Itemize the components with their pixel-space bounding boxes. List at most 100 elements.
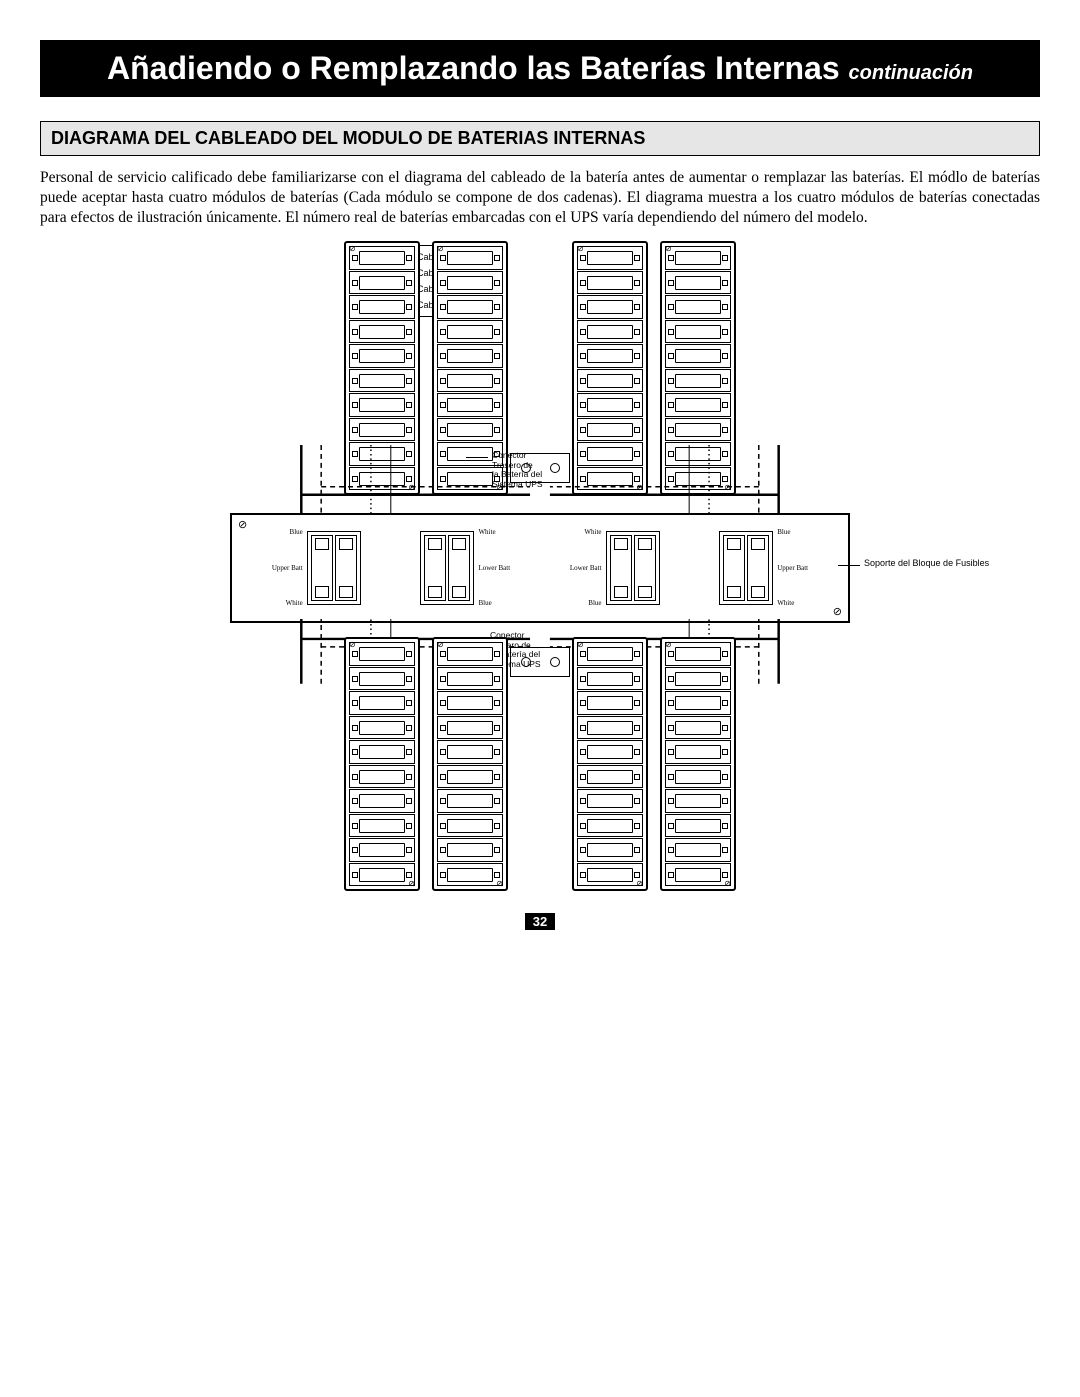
battery-cell <box>577 295 643 319</box>
battery-string <box>660 241 736 495</box>
page-title-main: Añadiendo o Remplazando las Baterías Int… <box>107 50 840 86</box>
battery-cell <box>349 642 415 666</box>
battery-string <box>572 637 648 891</box>
battery-cell <box>437 667 503 691</box>
battery-cell <box>665 393 731 417</box>
battery-cell <box>437 320 503 344</box>
battery-cell <box>577 642 643 666</box>
battery-cell <box>349 344 415 368</box>
battery-cell <box>349 393 415 417</box>
battery-cell <box>349 789 415 813</box>
battery-module <box>572 241 736 495</box>
battery-cell <box>665 838 731 862</box>
battery-cell <box>437 369 503 393</box>
battery-cell <box>665 418 731 442</box>
battery-cell <box>665 667 731 691</box>
battery-cell <box>437 863 503 887</box>
battery-cell <box>349 863 415 887</box>
battery-cell <box>349 467 415 491</box>
battery-module <box>344 637 508 891</box>
battery-cell <box>349 691 415 715</box>
battery-cell <box>665 789 731 813</box>
battery-cell <box>349 418 415 442</box>
battery-cell <box>349 740 415 764</box>
battery-cell <box>349 295 415 319</box>
battery-cell <box>437 393 503 417</box>
battery-cell <box>349 765 415 789</box>
battery-string <box>432 637 508 891</box>
battery-cell <box>665 691 731 715</box>
fuse-group-left-inner: WhiteLower BattBlue <box>420 529 510 607</box>
page-number: 32 <box>525 913 555 930</box>
battery-cell <box>665 295 731 319</box>
wiring-diagram: Cable Blanco Cable Azul Cable Rojo (+) C… <box>40 241 1040 891</box>
battery-string <box>344 241 420 495</box>
battery-cell <box>577 467 643 491</box>
battery-string <box>572 241 648 495</box>
battery-cell <box>349 814 415 838</box>
page-title-continuation: continuación <box>849 62 973 84</box>
fuse-block <box>719 531 773 605</box>
battery-cell <box>577 838 643 862</box>
battery-cell <box>577 789 643 813</box>
battery-cell <box>577 344 643 368</box>
battery-cell <box>437 838 503 862</box>
battery-cell <box>665 442 731 466</box>
battery-cell <box>577 320 643 344</box>
battery-cell <box>665 863 731 887</box>
fuse-group-left-outer: BlueUpper BattWhite <box>272 529 361 607</box>
battery-string <box>344 637 420 891</box>
fuse-block <box>606 531 660 605</box>
battery-cell <box>665 271 731 295</box>
battery-cell <box>437 789 503 813</box>
battery-cell <box>577 691 643 715</box>
battery-cell <box>349 246 415 270</box>
connector-label-upper: Conector Trasero de la Batería del Siste… <box>492 451 582 488</box>
body-paragraph: Personal de servicio calificado debe fam… <box>40 168 1040 227</box>
battery-cell <box>577 716 643 740</box>
section-title: DIAGRAMA DEL CABLEADO DEL MODULO DE BATE… <box>40 121 1040 156</box>
battery-cell <box>349 442 415 466</box>
battery-cell <box>437 344 503 368</box>
battery-cell <box>437 740 503 764</box>
battery-cell <box>665 740 731 764</box>
battery-string <box>660 637 736 891</box>
page-title-bar: Añadiendo o Remplazando las Baterías Int… <box>40 40 1040 97</box>
battery-cell <box>437 691 503 715</box>
battery-cell <box>437 765 503 789</box>
battery-cell <box>665 320 731 344</box>
battery-cell <box>349 369 415 393</box>
battery-cell <box>577 442 643 466</box>
battery-module <box>572 637 736 891</box>
battery-cell <box>577 740 643 764</box>
battery-cell <box>665 814 731 838</box>
battery-cell <box>665 716 731 740</box>
battery-cell <box>577 393 643 417</box>
battery-cell <box>665 369 731 393</box>
battery-cell <box>437 716 503 740</box>
battery-cell <box>577 765 643 789</box>
battery-cell <box>577 271 643 295</box>
battery-cell <box>437 418 503 442</box>
battery-cell <box>349 320 415 344</box>
battery-cell <box>349 667 415 691</box>
battery-cell <box>577 246 643 270</box>
battery-cell <box>437 814 503 838</box>
battery-cell <box>437 271 503 295</box>
battery-cell <box>577 667 643 691</box>
fuse-block-bracket: Conector Trasero de la Batería del Siste… <box>230 513 850 623</box>
battery-cell <box>349 838 415 862</box>
battery-cell <box>665 642 731 666</box>
battery-cell <box>665 467 731 491</box>
fuse-block <box>420 531 474 605</box>
battery-cell <box>437 246 503 270</box>
battery-cell <box>437 295 503 319</box>
battery-cell <box>577 863 643 887</box>
battery-cell <box>437 642 503 666</box>
fuse-block <box>307 531 361 605</box>
battery-cell <box>577 369 643 393</box>
battery-cell <box>665 246 731 270</box>
battery-cell <box>349 271 415 295</box>
battery-cell <box>577 814 643 838</box>
battery-cell <box>349 716 415 740</box>
